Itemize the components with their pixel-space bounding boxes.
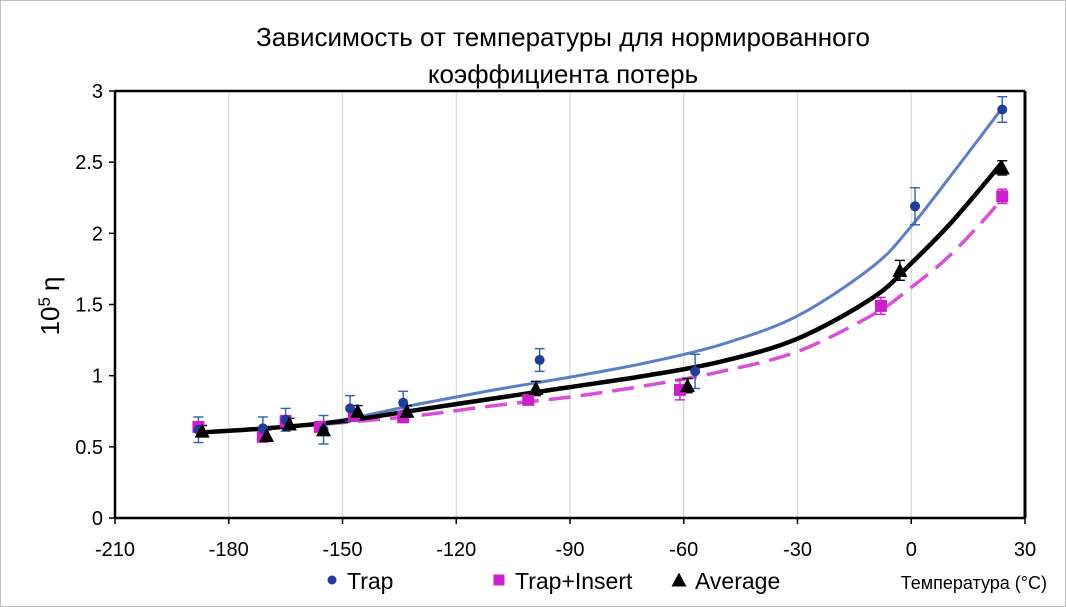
data-point-trap-insert bbox=[996, 190, 1009, 203]
y-tick-label: 3 bbox=[92, 81, 103, 103]
grid bbox=[228, 91, 1026, 518]
y-axis-label: 105 η bbox=[35, 277, 66, 336]
data-point-trap bbox=[690, 366, 701, 377]
data-point-trap bbox=[910, 201, 921, 212]
data-point-average bbox=[399, 403, 415, 418]
y-tick-label: 2.5 bbox=[75, 152, 103, 174]
tick-labels: -210 -180 -150 -120 -90 -60 -30 0 30 0 0.5 1 1.5 2 2.5… bbox=[75, 81, 1036, 561]
x-tick-label: -120 bbox=[436, 539, 476, 561]
data-point-average bbox=[316, 422, 332, 437]
data-point-average bbox=[892, 262, 908, 277]
data-point-trap bbox=[345, 403, 356, 414]
data-point-trap-insert bbox=[522, 393, 535, 406]
legend-label-average: Average bbox=[695, 568, 780, 594]
x-tick-label: -210 bbox=[95, 539, 135, 561]
legend-marker-trap-insert bbox=[493, 574, 505, 586]
legend-label-trap-insert: Trap+Insert bbox=[515, 568, 633, 594]
y-axis-label-symbol: η bbox=[35, 277, 65, 291]
y-tick-label: 1 bbox=[92, 366, 103, 388]
x-axis-label: Температура (°C) bbox=[901, 573, 1047, 593]
x-tick-label: -30 bbox=[783, 539, 812, 561]
data-point-average bbox=[680, 378, 696, 393]
data-point-trap-insert bbox=[874, 299, 887, 312]
x-tick-label: -180 bbox=[209, 539, 249, 561]
data-markers bbox=[192, 104, 1010, 443]
data-point-trap bbox=[534, 355, 545, 366]
trendlines bbox=[198, 107, 1005, 435]
chart-title-line-1: Зависимость от температуры для нормирова… bbox=[256, 22, 870, 52]
y-tick-label: 0.5 bbox=[75, 437, 103, 459]
y-tick-label: 2 bbox=[92, 223, 103, 245]
data-point-trap bbox=[997, 104, 1008, 115]
data-point-average bbox=[194, 423, 210, 438]
axes bbox=[109, 89, 1027, 524]
x-tick-label: -60 bbox=[669, 539, 698, 561]
x-tick-label: 30 bbox=[1014, 539, 1036, 561]
data-point-average bbox=[994, 160, 1010, 175]
legend: Trap Trap+Insert Average bbox=[327, 568, 780, 594]
data-point-average bbox=[281, 416, 297, 431]
legend-label-trap: Trap bbox=[347, 568, 393, 594]
trendline-trap-insert bbox=[198, 196, 1004, 435]
data-point-average bbox=[528, 380, 544, 395]
y-tick-label: 1.5 bbox=[75, 295, 103, 317]
y-axis-label-base: 10 bbox=[35, 307, 65, 336]
x-tick-label: 0 bbox=[906, 539, 917, 561]
data-point-average bbox=[259, 427, 275, 442]
x-tick-label: -90 bbox=[556, 539, 585, 561]
data-point-average bbox=[350, 403, 366, 418]
legend-marker-trap bbox=[327, 575, 337, 585]
x-tick-label: -150 bbox=[322, 539, 362, 561]
legend-marker-average bbox=[671, 572, 687, 587]
chart-title-line-2: коэффициента потерь bbox=[428, 59, 698, 89]
y-axis-label-exponent: 5 bbox=[35, 297, 54, 306]
data-point-trap bbox=[398, 397, 409, 408]
y-tick-label: 0 bbox=[92, 508, 103, 530]
